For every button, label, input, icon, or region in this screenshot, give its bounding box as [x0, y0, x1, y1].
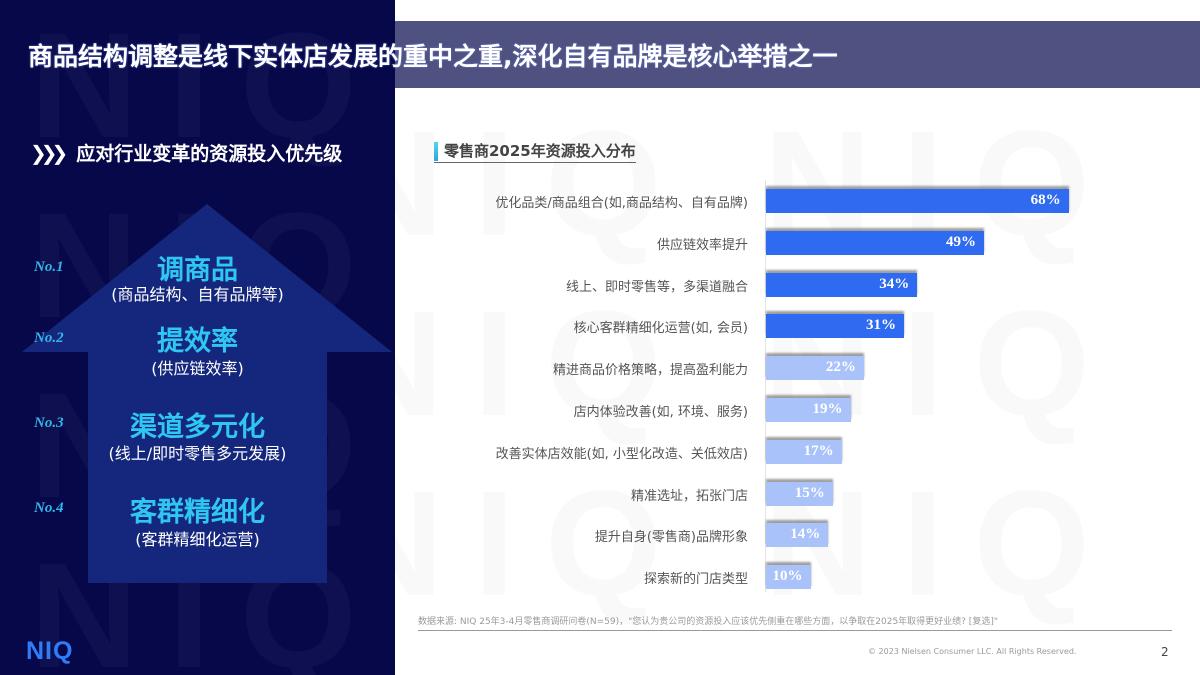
bar-row: 优化品类/商品组合(如,商品结构、自有品牌) 68%: [400, 186, 1100, 216]
bar-row: 精准选址，拓张门店 15%: [400, 479, 1100, 509]
bar-row: 核心客群精细化运营(如, 会员) 31%: [400, 311, 1100, 341]
bar-row: 提升自身(零售商)品牌形象 14%: [400, 520, 1100, 550]
bar-value-label: 17%: [803, 442, 834, 459]
priority-main: 客群精细化: [130, 497, 265, 528]
priority-sub: (供应链效率): [151, 359, 244, 378]
priority-main: 提效率: [157, 326, 238, 357]
bar-value-label: 68%: [1030, 192, 1061, 208]
triple-chevron-right-icon: ❯❯❯: [30, 140, 68, 165]
bar: 17%: [766, 439, 842, 464]
bar-category-label: 店内体验改善(如, 环境、服务): [573, 405, 748, 420]
priority-main: 调商品: [157, 255, 238, 286]
bar-category-label: 精进商品价格策略，提高盈利能力: [552, 363, 748, 379]
source-note: 数据来源: NIQ 25年3-4月零售商调研问卷(N=59)，"您认为贵公司的资…: [418, 614, 1172, 631]
bar-category-label: 改善实体店效能(如, 小型化改造、关低效店): [495, 446, 748, 462]
priority-sub: (客群精细化运营): [135, 530, 260, 549]
bar-category-label: 供应链效率提升: [656, 237, 748, 253]
priority-rank: No.2: [34, 330, 64, 346]
priority-rank: No.3: [34, 415, 64, 431]
priority-rank: No.4: [34, 500, 64, 516]
priority-rank: No.1: [34, 259, 64, 275]
chart-title-text: 零售商2025年资源投入分布: [444, 142, 636, 160]
bar-category-label: 提升自身(零售商)品牌形象: [594, 530, 748, 546]
priority-main: 渠道多元化: [130, 412, 265, 443]
left-panel: NIQ NIQ NIQ NIQ NIQ NIQ NIQ NIQ NIQ NIQ …: [0, 0, 395, 675]
bar: 19%: [766, 398, 851, 422]
bar-row: 店内体验改善(如, 环境、服务) 19%: [400, 395, 1100, 425]
copyright: © 2023 Nielsen Consumer LLC. All Rights …: [868, 647, 1077, 656]
bar-value-label: 15%: [794, 484, 825, 501]
section-heading: ❯❯❯ 应对行业变革的资源投入优先级: [30, 139, 342, 166]
bar-value-label: 10%: [772, 568, 803, 585]
bar: 49%: [766, 230, 985, 255]
bar-row: 供应链效率提升 49%: [400, 228, 1100, 258]
bar-category-label: 线上、即时零售等，多渠道融合: [565, 279, 748, 295]
bar-category-label: 探索新的门店类型: [643, 572, 748, 588]
bar-value-label: 14%: [790, 526, 821, 543]
bar-category-label: 优化品类/商品组合(如,商品结构、自有品牌): [495, 196, 748, 211]
bar: 14%: [766, 523, 829, 548]
bar-row: 线上、即时零售等，多渠道融合 34%: [400, 270, 1100, 300]
bar: 68%: [766, 189, 1069, 213]
section-heading-text: 应对行业变革的资源投入优先级: [76, 143, 343, 165]
title-band: [395, 21, 1200, 88]
bar: 15%: [766, 481, 833, 506]
bar-row: 探索新的门店类型 10%: [400, 562, 1100, 592]
bar-category-label: 核心客群精细化运营(如, 会员): [573, 321, 748, 337]
bar-value-label: 19%: [812, 401, 843, 417]
bar-row: 精进商品价格策略，提高盈利能力 22%: [400, 353, 1100, 383]
niq-logo: NIQ: [26, 637, 74, 665]
bar-value-label: 22%: [825, 359, 856, 376]
chart-axis-line: [765, 180, 766, 592]
bar: 10%: [766, 565, 811, 590]
priority-sub: (线上/即时零售多元发展): [108, 444, 287, 463]
bar: 34%: [766, 272, 918, 297]
bar-category-label: 精准选址，拓张门店: [630, 488, 748, 504]
bar-value-label: 31%: [865, 317, 896, 334]
priority-sub: (商品结构、自有品牌等): [111, 285, 284, 304]
page-number: 2: [1161, 645, 1169, 659]
chart-title: 零售商2025年资源投入分布: [434, 140, 636, 163]
priority-arrow-shape: [22, 204, 392, 583]
title-accent-bar: [434, 142, 438, 161]
bar-value-label: 49%: [946, 233, 977, 250]
bar: 22%: [766, 356, 864, 381]
bar-value-label: 34%: [879, 275, 910, 292]
page-title: 商品结构调整是线下实体店发展的重中之重,深化自有品牌是核心举措之一: [28, 42, 838, 71]
bar-row: 改善实体店效能(如, 小型化改造、关低效店) 17%: [400, 437, 1100, 467]
bar: 31%: [766, 314, 904, 339]
